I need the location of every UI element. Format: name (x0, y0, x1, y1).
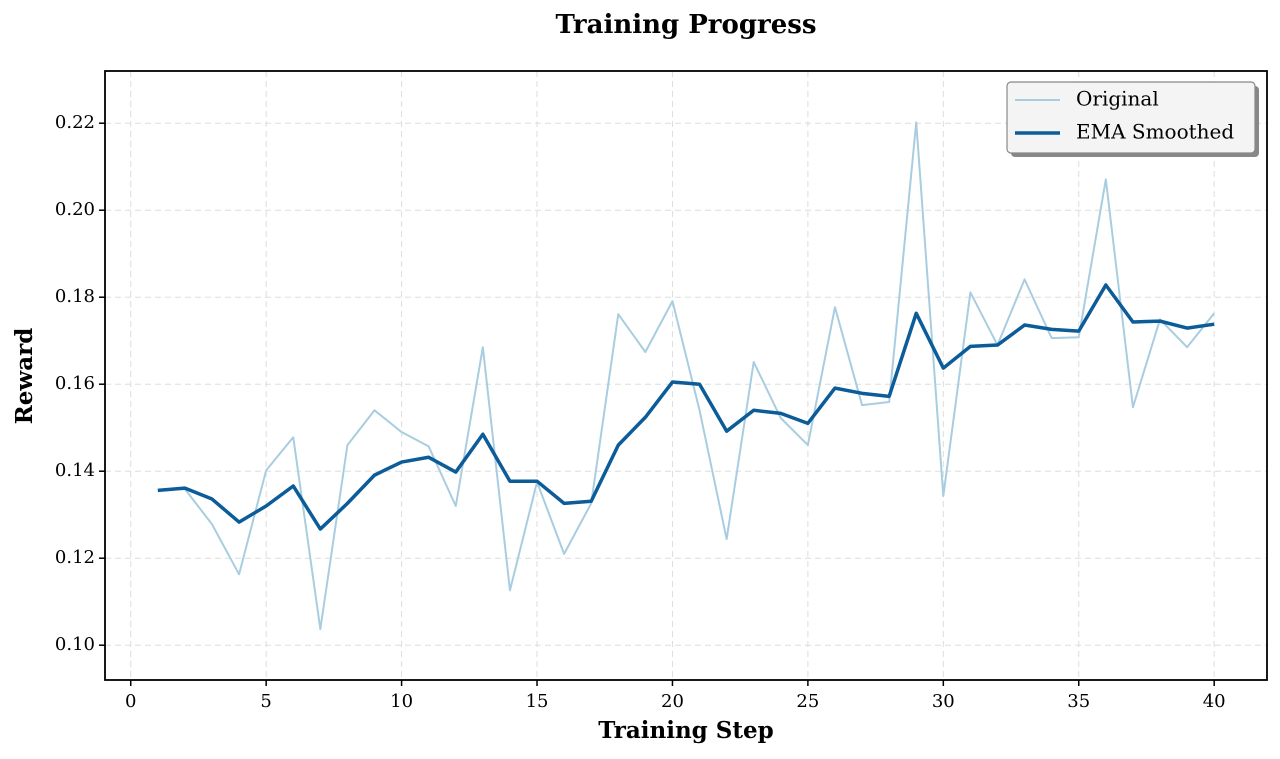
y-axis-label: Reward (11, 328, 38, 425)
legend-label: EMA Smoothed (1076, 120, 1234, 144)
x-tick-label: 40 (1203, 691, 1226, 712)
x-tick-label: 15 (526, 691, 549, 712)
chart-title: Training Progress (555, 10, 816, 40)
x-axis-label: Training Step (598, 717, 773, 744)
y-tick-label: 0.20 (55, 199, 95, 220)
y-tick-label: 0.14 (55, 460, 95, 481)
legend-box (1006, 81, 1256, 154)
x-tick-label: 10 (390, 691, 413, 712)
x-tick-label: 25 (796, 691, 819, 712)
x-tick-label: 0 (125, 691, 136, 712)
x-tick-label: 20 (661, 691, 684, 712)
data-line (157, 121, 1215, 631)
y-tick-label: 0.18 (55, 286, 95, 307)
legend: Original EMA Smoothed (1006, 81, 1259, 157)
y-tick-label: 0.22 (55, 112, 95, 133)
legend-label: Original (1076, 87, 1159, 111)
y-tick-label: 0.16 (55, 373, 95, 394)
y-tick-label: 0.12 (55, 547, 95, 568)
data-line (157, 283, 1215, 531)
y-tick-label: 0.10 (55, 634, 95, 655)
x-tick-label: 5 (260, 691, 271, 712)
plot-frame (104, 70, 1268, 681)
x-tick-label: 30 (932, 691, 955, 712)
x-tick-label: 35 (1067, 691, 1090, 712)
